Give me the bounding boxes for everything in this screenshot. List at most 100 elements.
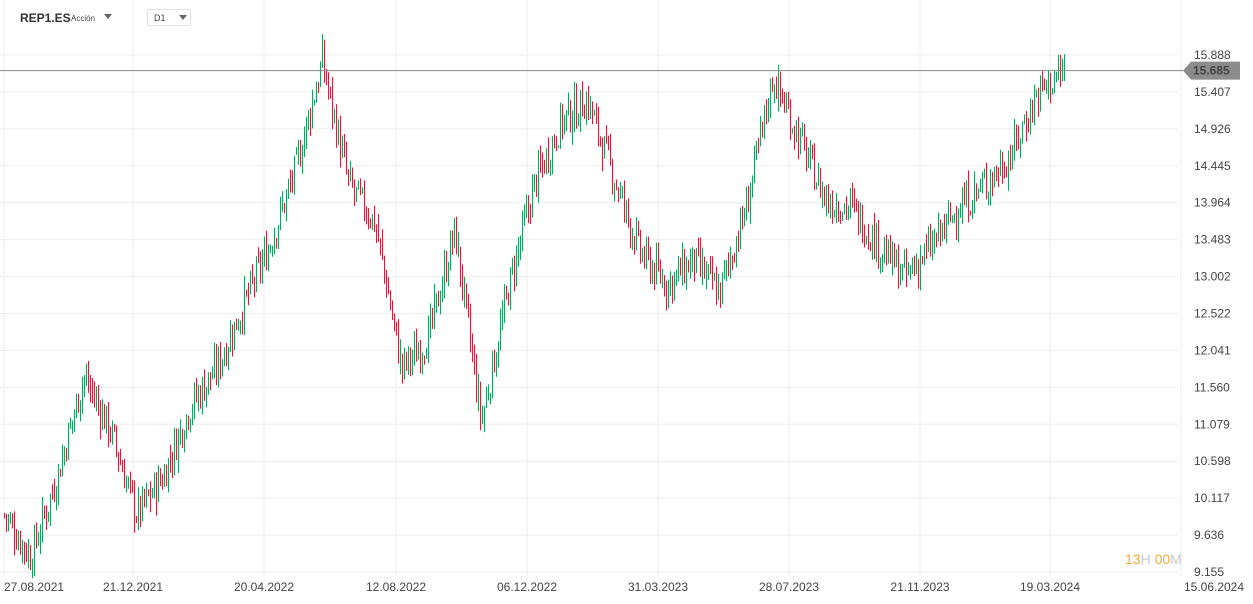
candle-body: [822, 189, 823, 200]
candle-body: [66, 451, 67, 458]
candle-body: [596, 111, 597, 115]
candle-body: [394, 314, 395, 323]
candle-body: [586, 98, 587, 122]
candle-body: [134, 488, 135, 520]
candle-body: [274, 237, 275, 252]
candle-body: [240, 321, 241, 328]
candle-body: [94, 394, 95, 400]
candle-body: [1048, 74, 1049, 87]
candle-body: [738, 242, 739, 244]
candle-body: [1004, 172, 1005, 176]
candle-body: [566, 110, 567, 120]
candle-body: [458, 244, 459, 256]
candle-body: [642, 253, 643, 259]
candle-body: [994, 169, 995, 183]
candle-body: [684, 255, 685, 282]
candle-body: [1050, 74, 1051, 95]
candle-body: [784, 101, 785, 111]
candle-body: [588, 95, 589, 114]
candle-body: [384, 257, 385, 272]
candle-body: [600, 137, 601, 141]
timeframe-select[interactable]: D1: [147, 9, 191, 26]
candle-body: [788, 103, 789, 108]
candle-body: [564, 116, 565, 130]
candle-body: [814, 154, 815, 190]
candle-body: [164, 470, 165, 486]
candle-body: [826, 194, 827, 203]
candle-body: [284, 203, 285, 212]
candle-body: [940, 220, 941, 236]
candle-body: [32, 568, 33, 570]
candle-body: [662, 277, 663, 284]
candle-body: [482, 417, 483, 421]
candle-body: [766, 105, 767, 114]
candle-body: [612, 164, 613, 188]
candle-body: [760, 125, 761, 141]
candle-body: [654, 264, 655, 283]
candle-body: [956, 218, 957, 227]
candle-body: [68, 424, 69, 460]
chart-toolbar: REP1.ES Acción D1: [0, 0, 1253, 34]
candle-body: [470, 315, 471, 343]
asset-type-label[interactable]: Acción: [71, 14, 96, 23]
candle-body: [302, 156, 303, 163]
candle-body: [538, 158, 539, 193]
candle-body: [830, 205, 831, 209]
candle-body: [690, 259, 691, 274]
candle-body: [974, 183, 975, 206]
candle-body: [166, 470, 167, 486]
candle-body: [334, 111, 335, 114]
candle-body: [1028, 128, 1029, 130]
candle-body: [148, 490, 149, 495]
candle-body: [510, 268, 511, 308]
candle-body: [364, 187, 365, 215]
candle-body: [294, 157, 295, 187]
candle-body: [802, 130, 803, 133]
current-price-tag: [1183, 61, 1240, 80]
candle-body: [206, 386, 207, 402]
candle-body: [776, 89, 777, 99]
candle-body: [418, 351, 419, 359]
candle-body: [606, 138, 607, 140]
candle-body: [716, 278, 717, 300]
candle-body: [1046, 85, 1047, 88]
candle-body: [152, 494, 153, 498]
candle-body: [952, 215, 953, 222]
candle-body: [686, 262, 687, 283]
candle-body: [362, 188, 363, 190]
candle-body: [356, 187, 357, 191]
candle-body: [924, 245, 925, 262]
candle-body: [324, 47, 325, 74]
candle-body: [698, 248, 699, 252]
y-tick-label: 11.079: [1194, 417, 1230, 431]
candle-body: [500, 321, 501, 348]
y-tick-label: 10.117: [1194, 491, 1230, 505]
candle-body: [804, 129, 805, 142]
candle-body: [80, 400, 81, 414]
symbol-label[interactable]: REP1.ES: [20, 11, 71, 25]
candle-body: [756, 144, 757, 154]
candle-body: [570, 102, 571, 131]
candle-body: [496, 359, 497, 370]
candle-body: [350, 172, 351, 176]
candle-body: [872, 227, 873, 252]
current-price-label: 15.685: [1193, 64, 1230, 78]
candle-body: [120, 461, 121, 464]
candle-body: [948, 211, 949, 214]
candle-body: [466, 283, 467, 298]
candle-body: [736, 239, 737, 261]
candle-body: [904, 258, 905, 264]
candle-body: [730, 259, 731, 266]
candle-body: [186, 415, 187, 435]
countdown-hours: 13: [1125, 551, 1141, 567]
candle-body: [78, 394, 79, 412]
candle-body: [964, 195, 965, 205]
candle-body: [806, 140, 807, 166]
chevron-down-icon[interactable]: [104, 14, 112, 19]
candle-body: [232, 334, 233, 345]
candle-body: [894, 245, 895, 268]
candle-body: [498, 349, 499, 357]
candle-body: [136, 520, 137, 522]
candle-body: [1062, 70, 1063, 75]
